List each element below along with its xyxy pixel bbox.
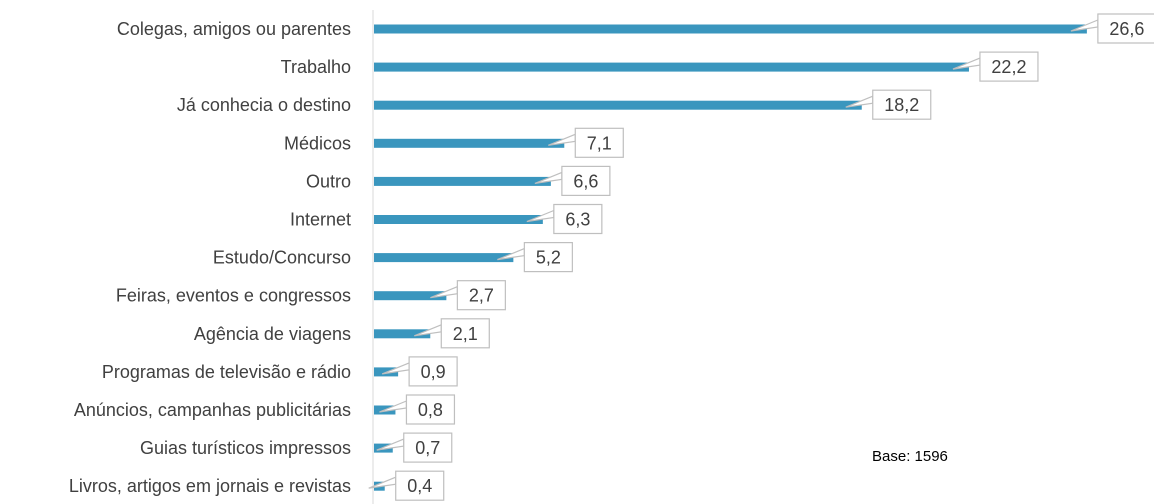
data-label: 0,8 <box>418 400 443 420</box>
data-label: 0,4 <box>407 476 432 496</box>
callout-box <box>456 280 506 311</box>
data-label: 5,2 <box>536 248 561 268</box>
category-label: Agência de viagens <box>194 324 351 344</box>
bar <box>374 329 431 339</box>
data-label: 22,2 <box>991 57 1026 77</box>
category-label: Anúncios, campanhas publicitárias <box>74 400 351 420</box>
callout-box <box>395 470 445 501</box>
category-label: Estudo/Concurso <box>213 248 351 268</box>
callout-box <box>1097 13 1154 44</box>
bar <box>374 100 862 110</box>
data-label: 6,6 <box>573 171 598 191</box>
callout-box <box>561 165 611 196</box>
category-label: Outro <box>306 171 351 191</box>
data-label: 26,6 <box>1109 19 1144 39</box>
category-label: Trabalho <box>281 57 351 77</box>
category-label: Já conhecia o destino <box>177 95 351 115</box>
bar <box>374 176 551 186</box>
category-label: Colegas, amigos ou parentes <box>117 19 351 39</box>
category-labels: Colegas, amigos ou parentes Trabalho Já co… <box>69 19 351 496</box>
callout-box <box>408 356 458 387</box>
category-label: Programas de televisão e rádio <box>102 362 351 382</box>
callout-box <box>523 242 573 273</box>
callout-box <box>553 203 603 235</box>
callout-box <box>574 127 624 158</box>
category-label: Feiras, eventos e congressos <box>116 286 351 306</box>
callout-box <box>872 89 932 120</box>
data-label: 6,3 <box>565 210 590 230</box>
data-label: 7,1 <box>587 133 612 153</box>
callout-box <box>405 394 456 425</box>
category-label: Médicos <box>284 133 351 153</box>
bars <box>374 24 1087 491</box>
bar <box>374 215 543 224</box>
bar <box>374 253 514 263</box>
data-label-callouts: 26,6 22,2 18,2 7,1 6,6 6,35,2 2,7 2,1 0,9 0,8 0,7 0… <box>368 13 1154 501</box>
category-label: Internet <box>290 210 351 230</box>
category-label: Livros, artigos em jornais e revistas <box>69 476 351 496</box>
category-label: Guias turísticos impressos <box>140 438 351 458</box>
bar <box>374 291 447 301</box>
data-label: 0,9 <box>421 362 446 382</box>
base-note: Base: 1596 <box>872 448 948 465</box>
data-label: 2,1 <box>453 324 478 344</box>
bar <box>374 24 1087 34</box>
data-label: 18,2 <box>884 95 919 115</box>
data-label: 0,7 <box>415 438 440 458</box>
callout-box <box>979 51 1039 82</box>
bar <box>374 138 565 148</box>
bar <box>374 62 969 72</box>
callout-box <box>403 432 453 463</box>
callout-box <box>440 318 490 349</box>
data-label: 2,7 <box>469 286 494 306</box>
